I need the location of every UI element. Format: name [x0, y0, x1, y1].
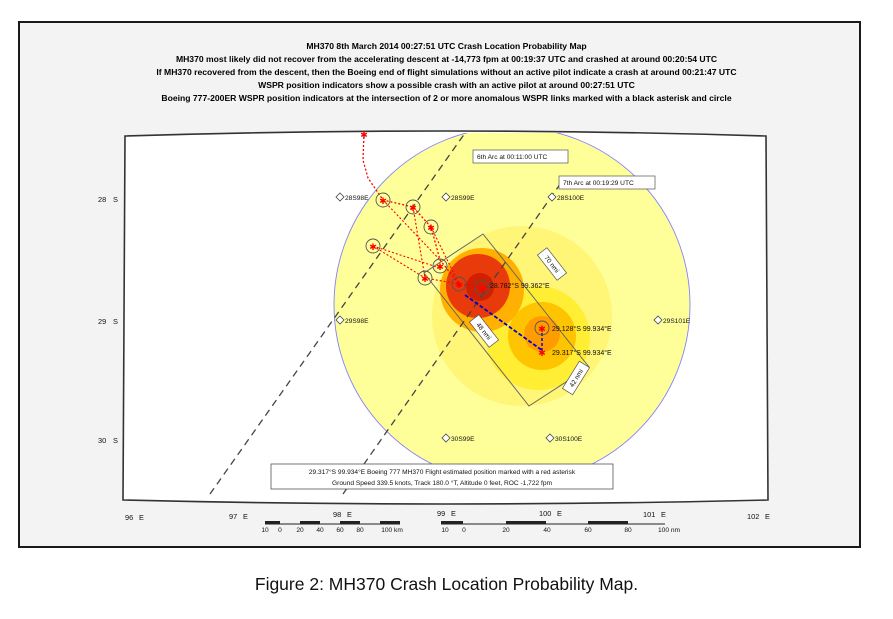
lat-tick-label: 29 — [98, 317, 106, 326]
scale-nm-tick: 20 — [502, 527, 510, 534]
diamond-icon — [335, 315, 345, 325]
asterisk-mark: ✱ — [409, 204, 417, 214]
asterisk-mark: ✱ — [455, 281, 463, 291]
diamond-icon — [545, 433, 555, 443]
info-box — [270, 463, 614, 490]
lat-tick-label: 28 — [98, 195, 106, 204]
lat-tick-suffix: S — [113, 195, 118, 204]
lon-tick-label: 99 — [437, 509, 445, 518]
wspr-circle — [365, 238, 381, 254]
grid-label: 28S98E — [345, 195, 369, 202]
title-line-3: If MH370 recovered from the descent, the… — [156, 67, 737, 77]
scale-km-tick: 20 — [296, 527, 304, 534]
lon-tick-suffix: E — [661, 510, 666, 519]
lon-tick-suffix: E — [347, 510, 352, 519]
lon-tick-suffix: E — [243, 512, 248, 521]
diamond-icon — [335, 192, 345, 202]
scale-km-tick: 10 — [261, 527, 269, 534]
asterisk-mark: ✱ — [379, 197, 387, 207]
diamond-icon — [441, 433, 451, 443]
lat-tick-suffix: S — [113, 317, 118, 326]
scale-nm-tick: 0 — [462, 527, 466, 534]
wspr-circle — [534, 320, 550, 336]
arc-7-label-box — [558, 175, 656, 190]
crash-path-line — [464, 294, 544, 352]
scale-nm-tick: 60 — [584, 527, 592, 534]
asterisk-mark: ✱ — [427, 224, 435, 234]
scale-nm-tick: 10 — [441, 527, 449, 534]
flight-track-branch-1 — [382, 199, 441, 261]
arc-6-label-box — [472, 149, 569, 164]
flight-track — [362, 133, 481, 288]
grid-label: 29S101E — [663, 318, 691, 325]
info-box-line-2: Ground Speed 339.5 knots, Track 180.0 °T… — [332, 479, 552, 487]
lon-tick-label: 102 — [747, 512, 759, 521]
diamond-icon — [547, 192, 557, 202]
lon-tick-suffix: E — [765, 512, 770, 521]
lon-tick-label: 97 — [229, 512, 237, 521]
info-box-line-1: 29.317°S 99.934°E Boeing 777 MH370 Fligh… — [309, 468, 576, 476]
wspr-circle — [432, 258, 448, 274]
grid-label: 30S99E — [451, 436, 475, 443]
lon-tick-suffix: E — [451, 509, 456, 518]
scale-km-tick: 60 — [336, 527, 344, 534]
grid-label: 29S98E — [345, 318, 369, 325]
scale-km-tick: 100 km — [381, 527, 403, 534]
grid-label: 28S99E — [451, 195, 475, 202]
arc-6-line — [209, 133, 471, 495]
scale-km-tick: 40 — [316, 527, 324, 534]
crash-asterisk: ✱ — [538, 349, 546, 359]
scale-nm-tick: 80 — [624, 527, 632, 534]
wspr-circle — [423, 219, 439, 235]
title-line-2: MH370 most likely did not recover from t… — [175, 54, 718, 64]
wspr-circle — [375, 192, 391, 208]
wspr-asterisks: ✱ ✱ ✱ ✱ ✱ ✱ ✱ ✱ ✱ ✱ ✱ — [360, 131, 546, 359]
arc-6-label: 6th Arc at 00:11:00 UTC — [477, 154, 547, 161]
grid-label: 28S100E — [557, 195, 585, 202]
scale-km-tick: 0 — [278, 527, 282, 534]
search-box-top-label: 70 nmi — [536, 247, 568, 281]
wspr-circle — [417, 270, 433, 286]
grid-markers — [335, 192, 663, 443]
lat-tick-label: 30 — [98, 436, 106, 445]
wspr-circle — [405, 199, 421, 215]
grid-label: 30S100E — [555, 436, 583, 443]
title-line-5: Boeing 777-200ER WSPR position indicator… — [161, 93, 732, 103]
lon-tick-label: 98 — [333, 510, 341, 519]
arc-7-line — [342, 179, 564, 495]
scale-nm-tick: 100 nm — [658, 527, 681, 534]
lon-tick-label: 100 — [539, 509, 551, 518]
asterisk-mark: ✱ — [538, 325, 546, 335]
flight-track-branch-4 — [412, 206, 426, 279]
asterisk-mark: ✱ — [436, 263, 444, 273]
scale-bar-nm: 10 0 20 40 60 80 100 nm — [441, 521, 681, 534]
lon-tick-label: 101 — [643, 510, 655, 519]
diamond-icon — [441, 192, 451, 202]
lon-tick-label: 96 — [125, 513, 133, 522]
diamond-icon — [653, 315, 663, 325]
wspr-circle — [451, 276, 467, 292]
position-label: 28.782°S 99.362°E — [490, 282, 550, 290]
asterisk-mark: ✱ — [369, 243, 377, 253]
position-label: 29.128°S 99.934°E — [552, 325, 612, 333]
figure-caption: Figure 2: MH370 Crash Location Probabili… — [254, 574, 639, 594]
title-line-4: WSPR position indicators show a possible… — [258, 80, 635, 90]
scale-bar-km: 10 0 20 40 60 80 100 km — [261, 521, 403, 534]
position-label: 29.317°S 99.934°E — [552, 349, 612, 357]
lon-ticks: 96 E 97 E 98 E 99 E 100 E 101 E 102 E — [125, 509, 770, 522]
asterisk-mark: ✱ — [478, 285, 486, 295]
asterisk-mark: ✱ — [360, 131, 368, 141]
asterisk-mark: ✱ — [421, 275, 429, 285]
arc-7-label: 7th Arc at 00:19:29 UTC — [563, 180, 634, 187]
wspr-circle — [474, 280, 490, 296]
flight-track-branch-5 — [430, 226, 460, 285]
scale-km-tick: 80 — [356, 527, 364, 534]
lon-tick-suffix: E — [557, 509, 562, 518]
lon-tick-suffix: E — [139, 513, 144, 522]
lat-tick-suffix: S — [113, 436, 118, 445]
wspr-indicators — [365, 192, 550, 336]
map-title: MH370 8th March 2014 00:27:51 UTC Crash … — [306, 41, 587, 51]
scale-nm-tick: 40 — [543, 527, 551, 534]
